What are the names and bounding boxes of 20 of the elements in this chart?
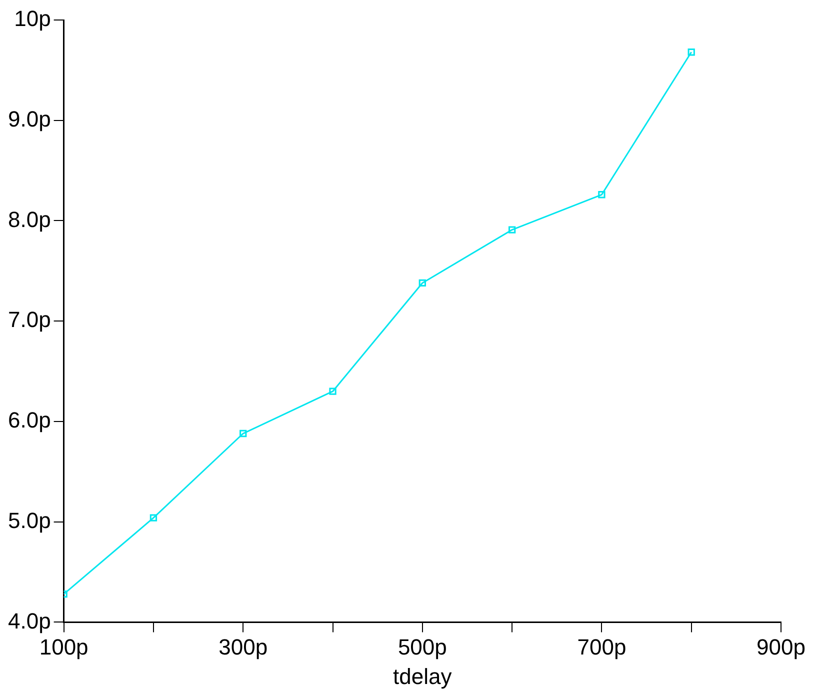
y-tick-label: 9.0p	[8, 106, 51, 132]
y-tick-label: 8.0p	[8, 206, 51, 232]
y-tick-label: 4.0p	[8, 608, 51, 634]
point	[418, 279, 426, 287]
y-tick-label: 10p	[14, 6, 51, 32]
y-tick-label: 7.0p	[8, 307, 51, 332]
point	[598, 191, 606, 198]
y-tick-label: 6.0p	[8, 408, 51, 433]
x-tick-label: 900p	[756, 634, 806, 660]
point	[508, 226, 516, 234]
x-tick-label: 100p	[39, 634, 88, 660]
point	[688, 48, 695, 56]
y-tick-label: 5.0p	[8, 508, 51, 533]
point	[240, 430, 247, 438]
x-tick-label: 500p	[398, 634, 447, 660]
point	[150, 514, 158, 522]
x-axis-title: tdelay	[393, 664, 452, 689]
x-tick-label: 300p	[218, 634, 268, 660]
x-tick-label: 700p	[577, 634, 626, 660]
point	[329, 388, 336, 395]
